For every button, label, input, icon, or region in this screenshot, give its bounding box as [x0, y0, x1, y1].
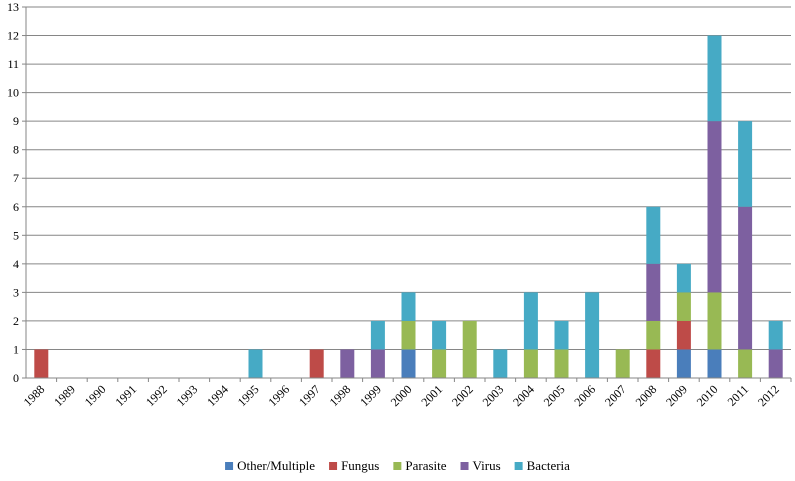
bar-segment-virus-2011 [738, 206, 753, 350]
bar-segment-parasite-2005 [554, 349, 569, 378]
x-tick-label: 2002 [449, 382, 476, 409]
bar-segment-bacteria-2008 [646, 206, 661, 264]
x-tick-label: 2008 [633, 382, 660, 409]
legend-item-parasite: Parasite [393, 458, 447, 473]
legend-label: Other/Multiple [237, 458, 315, 473]
bar-segment-parasite-2010 [707, 292, 722, 350]
y-tick-label: 0 [13, 371, 19, 385]
bar-segment-parasite-2001 [432, 349, 447, 378]
bar-segment-virus-2012 [768, 349, 783, 378]
bar-segment-bacteria-2001 [432, 320, 447, 350]
bar-segment-parasite-2008 [646, 320, 661, 350]
legend-swatch [225, 462, 234, 470]
bar-segment-fungus-1997 [309, 349, 324, 378]
x-tick-label: 1999 [357, 382, 384, 409]
bar-segment-virus-2010 [707, 121, 722, 293]
legend-label: Bacteria [527, 458, 571, 473]
bar-segment-virus-2008 [646, 263, 661, 321]
y-tick-label: 5 [13, 228, 19, 242]
x-tick-label: 1993 [174, 382, 201, 409]
x-tick-label: 1997 [296, 382, 323, 409]
y-tick-label: 2 [13, 314, 19, 328]
x-tick-label: 2000 [388, 382, 415, 409]
bar-segment-bacteria-2010 [707, 35, 722, 122]
bar-segment-other-multiple-2009 [676, 349, 691, 378]
x-tick-label: 2007 [602, 382, 629, 409]
bar-segment-bacteria-2011 [738, 121, 753, 207]
y-tick-label: 9 [13, 114, 19, 128]
bar-segment-parasite-2009 [676, 292, 691, 321]
x-tick-label: 2004 [510, 382, 537, 409]
bars [34, 35, 783, 378]
legend-label: Virus [473, 458, 501, 473]
bar-segment-bacteria-2004 [523, 292, 538, 350]
x-tick-label: 1998 [327, 382, 354, 409]
y-tick-label: 10 [7, 86, 19, 100]
bar-segment-other-multiple-2000 [401, 349, 416, 378]
x-tick-label: 2003 [480, 382, 507, 409]
y-tick-label: 8 [13, 143, 19, 157]
bar-segment-other-multiple-2010 [707, 349, 722, 378]
x-tick-label: 2012 [755, 382, 782, 409]
legend-swatch [393, 462, 402, 470]
x-tick-label: 1994 [204, 382, 231, 409]
x-tick-label: 1991 [112, 382, 139, 409]
bar-segment-fungus-2009 [676, 320, 691, 350]
legend-swatch [460, 462, 469, 470]
bar-segment-fungus-1988 [34, 349, 49, 378]
x-tick-label: 2001 [418, 382, 445, 409]
x-tick-label: 1990 [82, 382, 109, 409]
y-tick-label: 13 [7, 0, 19, 14]
legend-item-other-multiple: Other/Multiple [225, 458, 315, 473]
legend-swatch [514, 462, 523, 470]
legend-item-virus: Virus [460, 458, 501, 473]
gridlines [26, 6, 791, 350]
bar-segment-virus-1999 [370, 349, 385, 378]
x-tick-label: 1989 [51, 382, 78, 409]
x-tick-label: 1992 [143, 382, 170, 409]
legend-item-fungus: Fungus [329, 458, 379, 473]
legend-label: Parasite [405, 458, 446, 473]
y-tick-label: 6 [13, 200, 19, 214]
x-tick-label: 2005 [541, 382, 568, 409]
x-tick-label: 2011 [725, 382, 752, 409]
y-tick-label: 3 [13, 285, 19, 299]
x-tick-label: 1988 [21, 382, 48, 409]
bar-segment-bacteria-1995 [248, 349, 263, 378]
x-tick-label: 1995 [235, 382, 262, 409]
bar-segment-bacteria-2005 [554, 320, 569, 350]
legend-item-bacteria: Bacteria [514, 458, 571, 473]
bar-segment-bacteria-2000 [401, 292, 416, 321]
bar-segment-virus-1998 [340, 349, 355, 378]
y-tick-label: 4 [13, 257, 19, 271]
bar-segment-parasite-2000 [401, 320, 416, 350]
bar-segment-bacteria-2009 [676, 263, 691, 293]
bar-segment-parasite-2004 [523, 349, 538, 378]
x-tick-label: 2006 [571, 382, 598, 409]
x-tick-label: 2009 [663, 382, 690, 409]
y-tick-label: 1 [13, 342, 19, 356]
x-tick-label: 1996 [265, 382, 292, 409]
y-tick-label: 7 [13, 171, 19, 185]
y-tick-label: 12 [7, 29, 19, 43]
legend: Other/Multiple Fungus Parasite Virus Bacteri… [225, 458, 570, 473]
bar-segment-fungus-2008 [646, 349, 661, 378]
legend-label: Fungus [341, 458, 379, 473]
bar-segment-bacteria-1999 [370, 320, 385, 350]
bar-segment-bacteria-2003 [493, 349, 508, 378]
bar-segment-parasite-2007 [615, 349, 630, 378]
x-tick-label: 2010 [694, 382, 721, 409]
bar-segment-parasite-2011 [738, 349, 753, 378]
bar-segment-bacteria-2006 [585, 292, 600, 378]
legend-swatch [329, 462, 338, 470]
y-tick-label: 11 [7, 57, 19, 71]
bar-segment-bacteria-2012 [768, 320, 783, 350]
bar-segment-parasite-2002 [462, 320, 477, 378]
